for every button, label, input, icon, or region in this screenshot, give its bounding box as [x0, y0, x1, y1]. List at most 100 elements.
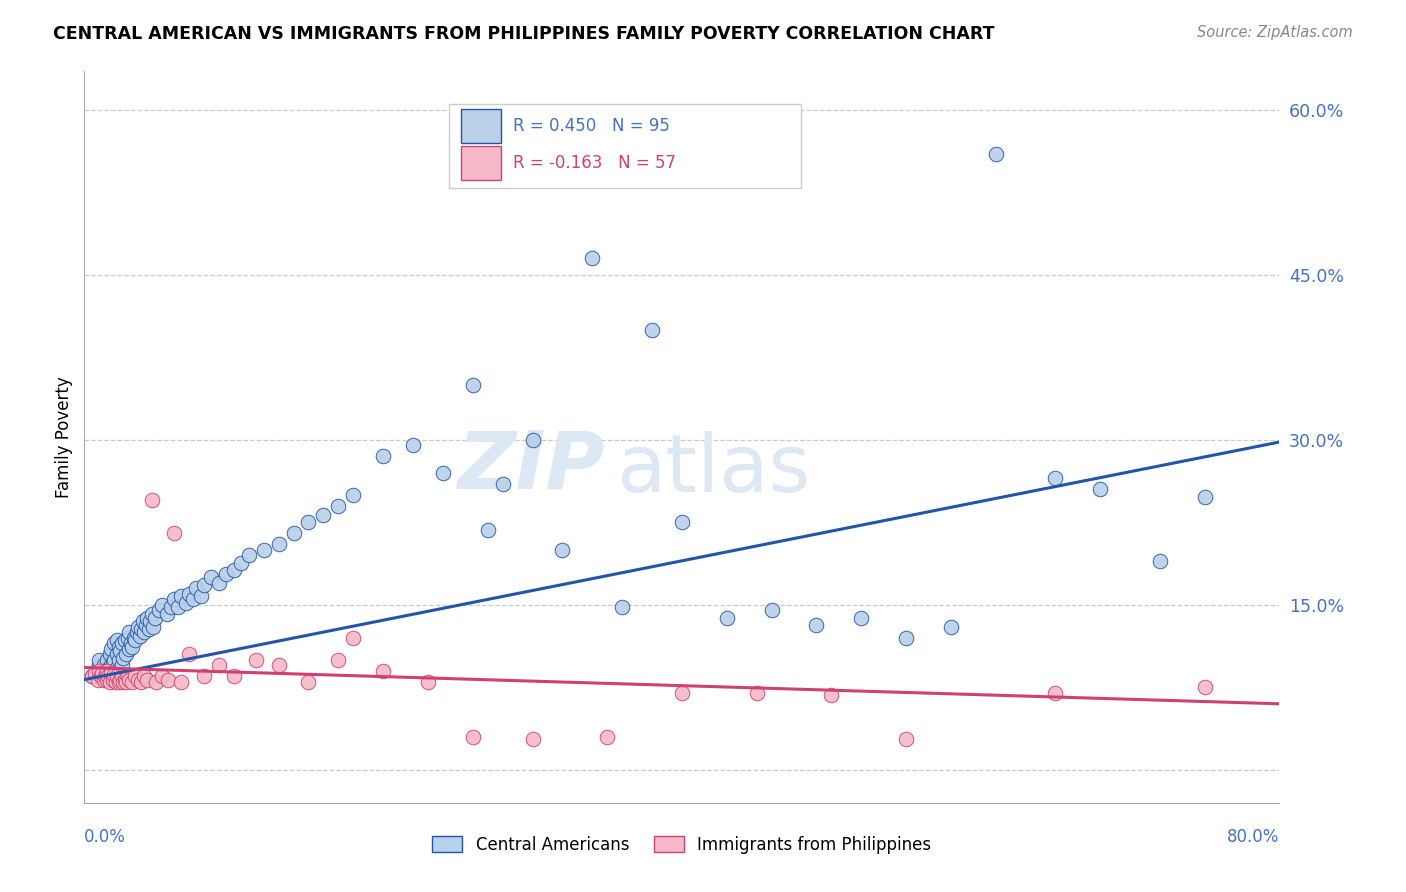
- Point: [98, 648, 121, 662]
- Point: [96, 664, 118, 678]
- Point: [193, 578, 215, 592]
- FancyBboxPatch shape: [461, 110, 502, 143]
- Point: [100, 641, 122, 656]
- Point: [148, 603, 170, 617]
- Point: [132, 625, 156, 640]
- Point: [141, 493, 163, 508]
- Point: [100, 658, 122, 673]
- Point: [342, 488, 364, 502]
- Point: [253, 542, 276, 557]
- Point: [104, 662, 127, 676]
- Point: [86, 664, 108, 678]
- Point: [806, 617, 828, 632]
- Point: [127, 620, 149, 634]
- Point: [894, 631, 917, 645]
- Point: [522, 731, 544, 746]
- Point: [186, 582, 208, 596]
- Point: [110, 673, 132, 687]
- Point: [129, 674, 152, 689]
- Point: [190, 589, 212, 603]
- Point: [120, 636, 142, 650]
- Point: [222, 669, 245, 683]
- Point: [138, 622, 160, 636]
- Point: [131, 615, 153, 629]
- Point: [97, 669, 120, 683]
- Point: [107, 653, 129, 667]
- Point: [111, 658, 134, 673]
- Point: [104, 674, 127, 689]
- Point: [114, 633, 136, 648]
- Text: R = -0.163   N = 57: R = -0.163 N = 57: [513, 153, 676, 172]
- Point: [97, 662, 120, 676]
- Point: [118, 625, 141, 640]
- Point: [894, 731, 917, 746]
- Point: [174, 596, 197, 610]
- Text: 0.0%: 0.0%: [84, 828, 127, 846]
- Point: [163, 592, 186, 607]
- Point: [117, 631, 139, 645]
- Point: [91, 664, 114, 678]
- Point: [297, 516, 319, 530]
- Point: [89, 664, 111, 678]
- Text: Source: ZipAtlas.com: Source: ZipAtlas.com: [1197, 25, 1353, 40]
- Point: [111, 669, 134, 683]
- Point: [100, 665, 122, 680]
- Point: [150, 669, 173, 683]
- Point: [150, 598, 173, 612]
- Point: [115, 674, 138, 689]
- Point: [170, 674, 193, 689]
- Point: [231, 556, 253, 570]
- Point: [83, 665, 105, 680]
- Point: [581, 252, 603, 266]
- Point: [96, 673, 118, 687]
- Point: [105, 633, 128, 648]
- Point: [143, 611, 166, 625]
- Point: [1045, 471, 1067, 485]
- Point: [118, 641, 141, 656]
- Legend: Central Americans, Immigrants from Philippines: Central Americans, Immigrants from Phili…: [426, 829, 938, 860]
- Point: [208, 575, 231, 590]
- Point: [492, 476, 515, 491]
- Point: [1194, 490, 1216, 504]
- Point: [222, 563, 245, 577]
- Point: [183, 592, 205, 607]
- Point: [238, 549, 260, 563]
- Point: [461, 730, 484, 744]
- Point: [328, 499, 350, 513]
- Point: [103, 668, 125, 682]
- Point: [984, 146, 1007, 161]
- Point: [1090, 483, 1112, 497]
- Point: [121, 674, 143, 689]
- Point: [200, 570, 222, 584]
- Text: atlas: atlas: [616, 431, 810, 509]
- Text: R = 0.450   N = 95: R = 0.450 N = 95: [513, 117, 671, 136]
- Point: [87, 673, 110, 687]
- Point: [373, 450, 395, 464]
- Point: [596, 730, 619, 744]
- Point: [124, 669, 146, 683]
- Point: [124, 633, 146, 648]
- Point: [671, 516, 693, 530]
- Point: [283, 526, 305, 541]
- Point: [112, 674, 135, 689]
- Point: [177, 587, 200, 601]
- Point: [107, 674, 129, 689]
- Point: [160, 600, 183, 615]
- Point: [267, 658, 290, 673]
- Point: [89, 653, 111, 667]
- Point: [167, 600, 190, 615]
- Point: [80, 669, 103, 683]
- Point: [135, 617, 157, 632]
- Point: [139, 615, 162, 629]
- Point: [939, 620, 962, 634]
- Point: [103, 636, 125, 650]
- Point: [121, 640, 143, 654]
- Point: [551, 542, 574, 557]
- Point: [177, 648, 200, 662]
- Point: [112, 650, 135, 665]
- Point: [761, 603, 783, 617]
- Point: [267, 537, 290, 551]
- Point: [96, 665, 118, 680]
- Point: [477, 523, 499, 537]
- Point: [101, 673, 124, 687]
